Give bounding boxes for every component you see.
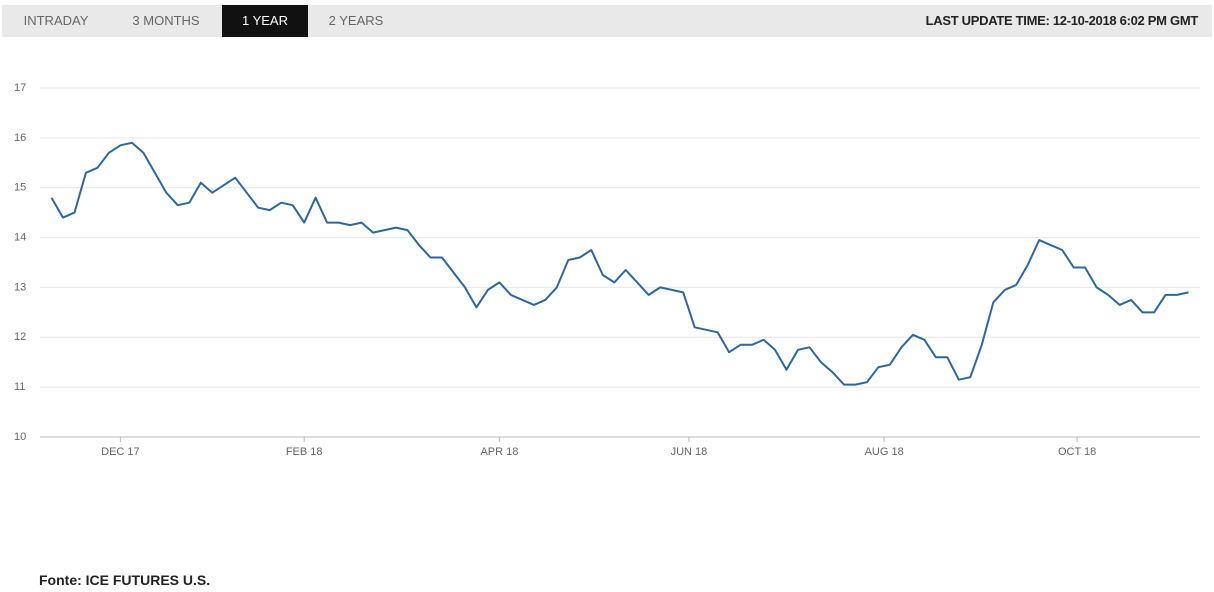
y-tick-label: 11 — [14, 381, 25, 393]
price-line — [50, 141, 1189, 386]
tab[interactable]: INTRADAY — [23, 13, 89, 28]
y-tick-label: 17 — [14, 82, 26, 94]
source: Fonte: ICE FUTURES U.S. — [39, 572, 211, 588]
y-tick-label: 13 — [14, 281, 26, 293]
x-tick-label: FEB 18 — [286, 446, 323, 458]
tab[interactable]: 2 YEARS — [328, 13, 384, 28]
x-tick-label: JUN 18 — [671, 446, 708, 458]
y-tick-label: 14 — [14, 231, 26, 243]
last-update: LAST UPDATE TIME: 12-10-2018 6:02 PM GMT — [925, 13, 1199, 28]
y-tick-label: 12 — [14, 331, 26, 343]
y-tick-label: 10 — [14, 431, 26, 443]
y-tick-label: 15 — [14, 182, 26, 194]
x-tick-label: AUG 18 — [865, 446, 904, 458]
y-tick-label: 16 — [14, 132, 26, 144]
tab-active[interactable]: 1 YEAR — [222, 5, 308, 37]
tab[interactable]: 3 MONTHS — [132, 13, 200, 28]
x-tick-label: OCT 18 — [1058, 446, 1096, 458]
x-tick-label: DEC 17 — [101, 446, 140, 458]
chart: 10 11 12 13 14 15 16 17 DEC 17 FEB 18 APR 18 JUN 18… — [14, 82, 1200, 458]
tab-bar: INTRADAY 3 MONTHS 1 YEAR 2 YEARS LAST UP… — [2, 5, 1212, 37]
x-tick-label: APR 18 — [480, 446, 518, 458]
